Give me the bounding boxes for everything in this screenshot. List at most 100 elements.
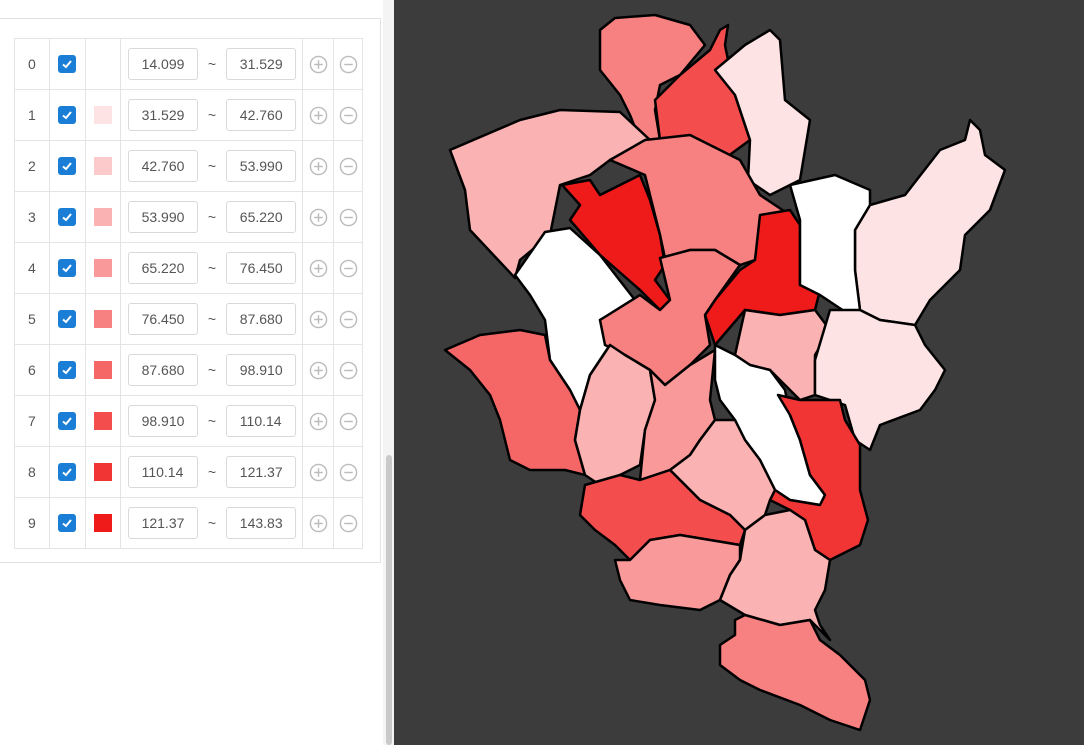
min-input[interactable]: 14.099 [127, 48, 198, 80]
min-input[interactable]: 53.990 [127, 201, 198, 233]
color-swatch[interactable] [93, 157, 112, 175]
min-cell: 110.14 [121, 447, 205, 497]
min-input[interactable]: 65.220 [127, 252, 198, 284]
remove-cell [334, 447, 363, 497]
max-input[interactable]: 98.910 [225, 354, 296, 386]
checkbox[interactable] [58, 157, 77, 175]
checkbox[interactable] [58, 412, 77, 430]
separator: ~ [207, 260, 217, 276]
add-button[interactable] [309, 514, 328, 533]
min-input[interactable]: 42.760 [127, 150, 198, 182]
range-row: 1 31.529 ~42.760 [15, 90, 363, 141]
check-cell [50, 294, 86, 344]
min-input[interactable]: 76.450 [127, 303, 198, 335]
max-input[interactable]: 42.760 [225, 99, 296, 131]
remove-button[interactable] [339, 514, 358, 533]
separator: ~ [207, 107, 217, 123]
remove-button[interactable] [339, 106, 358, 125]
color-swatch[interactable] [93, 259, 112, 277]
max-input[interactable]: 143.83 [225, 507, 296, 539]
remove-cell [334, 39, 363, 89]
min-input[interactable]: 31.529 [127, 99, 198, 131]
max-cell: 31.529 [219, 39, 304, 89]
remove-button[interactable] [339, 157, 358, 176]
add-button[interactable] [309, 259, 328, 278]
color-swatch[interactable] [93, 208, 112, 226]
add-button[interactable] [309, 157, 328, 176]
add-button[interactable] [309, 208, 328, 227]
remove-cell [334, 345, 363, 395]
checkbox[interactable] [58, 208, 77, 226]
min-cell: 87.680 [121, 345, 205, 395]
index-cell: 3 [15, 192, 50, 242]
check-cell [50, 396, 86, 446]
min-input[interactable]: 87.680 [127, 354, 198, 386]
remove-button[interactable] [339, 361, 358, 380]
color-swatch[interactable] [93, 514, 112, 532]
color-swatch[interactable] [93, 463, 112, 481]
region[interactable] [713, 28, 812, 197]
add-button[interactable] [309, 310, 328, 329]
max-cell: 87.680 [219, 294, 304, 344]
check-cell [50, 141, 86, 191]
add-button[interactable] [309, 106, 328, 125]
remove-button[interactable] [339, 259, 358, 278]
remove-button[interactable] [339, 208, 358, 227]
checkbox[interactable] [58, 463, 77, 481]
region[interactable] [788, 173, 872, 317]
checkbox[interactable] [58, 310, 77, 328]
index-cell: 9 [15, 498, 50, 548]
max-input[interactable]: 53.990 [225, 150, 296, 182]
color-swatch[interactable] [93, 310, 112, 328]
remove-button[interactable] [339, 412, 358, 431]
max-input[interactable]: 76.450 [225, 252, 296, 284]
max-input[interactable]: 87.680 [225, 303, 296, 335]
range-row: 9 121.37 ~143.83 [15, 498, 363, 549]
min-input[interactable]: 98.910 [127, 405, 198, 437]
min-cell: 121.37 [121, 498, 205, 548]
separator: ~ [207, 362, 217, 378]
remove-cell [334, 294, 363, 344]
max-input[interactable]: 121.37 [225, 456, 296, 488]
region[interactable] [718, 508, 832, 642]
max-input[interactable]: 31.529 [225, 48, 296, 80]
scroll-thumb[interactable] [386, 455, 392, 745]
checkbox[interactable] [58, 361, 77, 379]
max-input[interactable]: 110.14 [225, 405, 296, 437]
region[interactable] [448, 108, 652, 280]
remove-button[interactable] [339, 463, 358, 482]
add-cell [303, 141, 335, 191]
range-row: 8 110.14 ~121.37 [15, 447, 363, 498]
color-swatch[interactable] [93, 106, 112, 124]
min-input[interactable]: 121.37 [127, 507, 198, 539]
swatch-cell [86, 243, 121, 293]
max-cell: 98.910 [219, 345, 304, 395]
checkbox[interactable] [58, 106, 77, 124]
checkbox[interactable] [58, 55, 77, 73]
swatch-cell [86, 447, 121, 497]
checkbox[interactable] [58, 259, 77, 277]
scrollbar[interactable] [383, 0, 394, 745]
region[interactable] [813, 308, 947, 452]
separator: ~ [207, 464, 217, 480]
add-button[interactable] [309, 412, 328, 431]
remove-button[interactable] [339, 55, 358, 74]
color-swatch[interactable] [93, 361, 112, 379]
separator: ~ [207, 413, 217, 429]
region[interactable] [560, 173, 672, 312]
checkbox[interactable] [58, 514, 77, 532]
region[interactable] [718, 613, 872, 732]
range-table: 0 14.099 ~31.529 1 31.529 ~42.760 2 42.760 ~53.9… [14, 38, 363, 549]
separator: ~ [207, 311, 217, 327]
add-button[interactable] [309, 361, 328, 380]
separator: ~ [207, 56, 217, 72]
add-button[interactable] [309, 55, 328, 74]
max-cell: 76.450 [219, 243, 304, 293]
region[interactable] [573, 343, 657, 487]
add-cell [303, 243, 335, 293]
add-button[interactable] [309, 463, 328, 482]
remove-button[interactable] [339, 310, 358, 329]
color-swatch[interactable] [93, 412, 112, 430]
max-input[interactable]: 65.220 [225, 201, 296, 233]
min-input[interactable]: 110.14 [127, 456, 198, 488]
